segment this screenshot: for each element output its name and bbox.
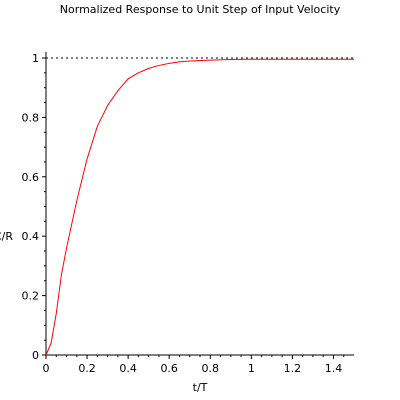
y-tick-label: 0.8 — [22, 111, 40, 124]
series-line — [45, 58, 354, 356]
chart-title: Normalized Response to Unit Step of Inpu… — [60, 3, 341, 16]
x-tick-label: 0.2 — [78, 362, 96, 375]
x-tick-label: 0 — [43, 362, 50, 375]
x-tick-label: 1.4 — [325, 362, 343, 375]
x-tick-label: 1.2 — [284, 362, 302, 375]
y-tick-label: 0.6 — [22, 171, 40, 184]
y-axis-label: C/R — [0, 230, 13, 243]
y-tick-label: 1 — [32, 52, 39, 65]
plot-area: 0 0.2 0.4 0.6 0.8 1 1.2 1.4 0 0.2 0.4 0.6 0.8 1 — [22, 52, 354, 375]
x-tick-label: 0.4 — [119, 362, 137, 375]
x-axis-label: t/T — [193, 381, 208, 394]
x-tick-label: 0.6 — [160, 362, 178, 375]
y-tick-label: 0.2 — [22, 290, 40, 303]
y-tick-label: 0.4 — [22, 230, 40, 243]
x-tick-label: 0.8 — [202, 362, 220, 375]
y-tick-label: 0 — [32, 349, 39, 362]
x-tick-label: 1 — [248, 362, 255, 375]
